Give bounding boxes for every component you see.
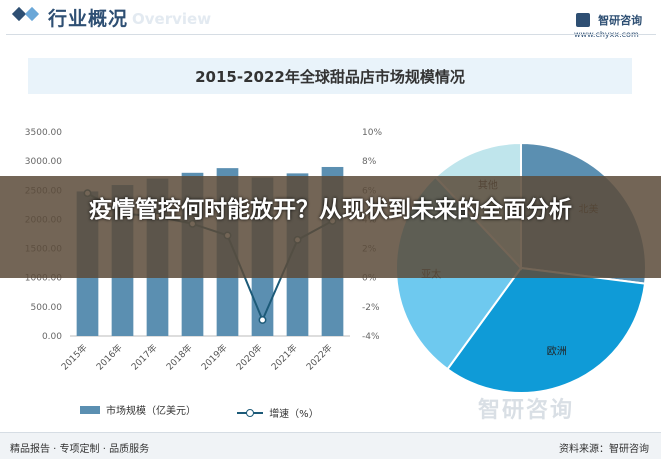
legend-item-growth: 增速（%） <box>237 405 319 420</box>
x-axis-tick-label: 2018年 <box>164 342 195 373</box>
legend-label: 市场规模（亿美元） <box>106 406 196 417</box>
header-divider <box>6 34 656 35</box>
left-axis-tick-label: 500.00 <box>31 303 63 313</box>
legend-line-swatch <box>237 408 264 417</box>
section-title: 行业概况 <box>48 8 129 30</box>
chart-title: 2015-2022年全球甜品店市场规模情况 <box>195 68 465 86</box>
right-axis-tick-label: 0% <box>362 274 377 284</box>
x-axis-tick-label: 2017年 <box>129 342 160 373</box>
growth-rate-point <box>258 316 267 324</box>
x-axis-tick-label: 2019年 <box>199 342 230 373</box>
right-axis-tick-label: 10% <box>362 128 382 138</box>
pie-slice <box>446 266 647 394</box>
pie-slice-label: 欧洲 <box>547 346 567 358</box>
brand-name: 智研咨询 <box>598 13 643 27</box>
headline-banner[interactable]: 疫情管控何时能放开？从现状到未来的全面分析 <box>0 176 661 278</box>
x-axis-tick-label: 2020年 <box>234 342 265 373</box>
x-axis-tick-label: 2021年 <box>269 342 300 373</box>
chart-title-box: 2015-2022年全球甜品店市场规模情况 <box>28 58 632 94</box>
right-axis-tick-label: -4% <box>362 332 380 342</box>
x-axis-tick-label: 2016年 <box>94 342 125 373</box>
header: 行业概况 Overview 智研咨询 www.chyxx.com <box>0 0 661 39</box>
legend-bar-swatch <box>80 405 100 414</box>
x-axis-tick-label: 2022年 <box>304 342 335 373</box>
legend-item-market-size: 市场规模（亿美元） <box>80 402 196 417</box>
right-axis-tick-label: 8% <box>362 157 377 167</box>
right-axis-tick-label: -2% <box>362 303 380 313</box>
section-subtitle: Overview <box>132 10 212 28</box>
footer-links: 精品报告 · 专项定制 · 品质服务 <box>10 444 150 455</box>
left-axis-tick-label: 3000.00 <box>25 157 62 167</box>
data-source: 资料来源：智研咨询 <box>559 444 649 455</box>
left-axis-tick-label: 0.00 <box>42 332 62 342</box>
legend-label: 增速（%） <box>269 409 319 420</box>
chart-legend: 市场规模（亿美元） 增速（%） <box>80 402 357 420</box>
watermark: 智研咨询 <box>478 398 575 423</box>
x-axis-tick-label: 2015年 <box>59 342 90 373</box>
left-axis-tick-label: 1000.00 <box>25 274 62 284</box>
brand-logo-icon <box>576 12 590 27</box>
brand: 智研咨询 <box>576 9 642 28</box>
left-axis-tick-label: 3500.00 <box>25 128 62 138</box>
footer: 精品报告 · 专项定制 · 品质服务 资料来源：智研咨询 <box>0 432 661 459</box>
headline-text[interactable]: 疫情管控何时能放开？从现状到未来的全面分析 <box>89 197 572 223</box>
